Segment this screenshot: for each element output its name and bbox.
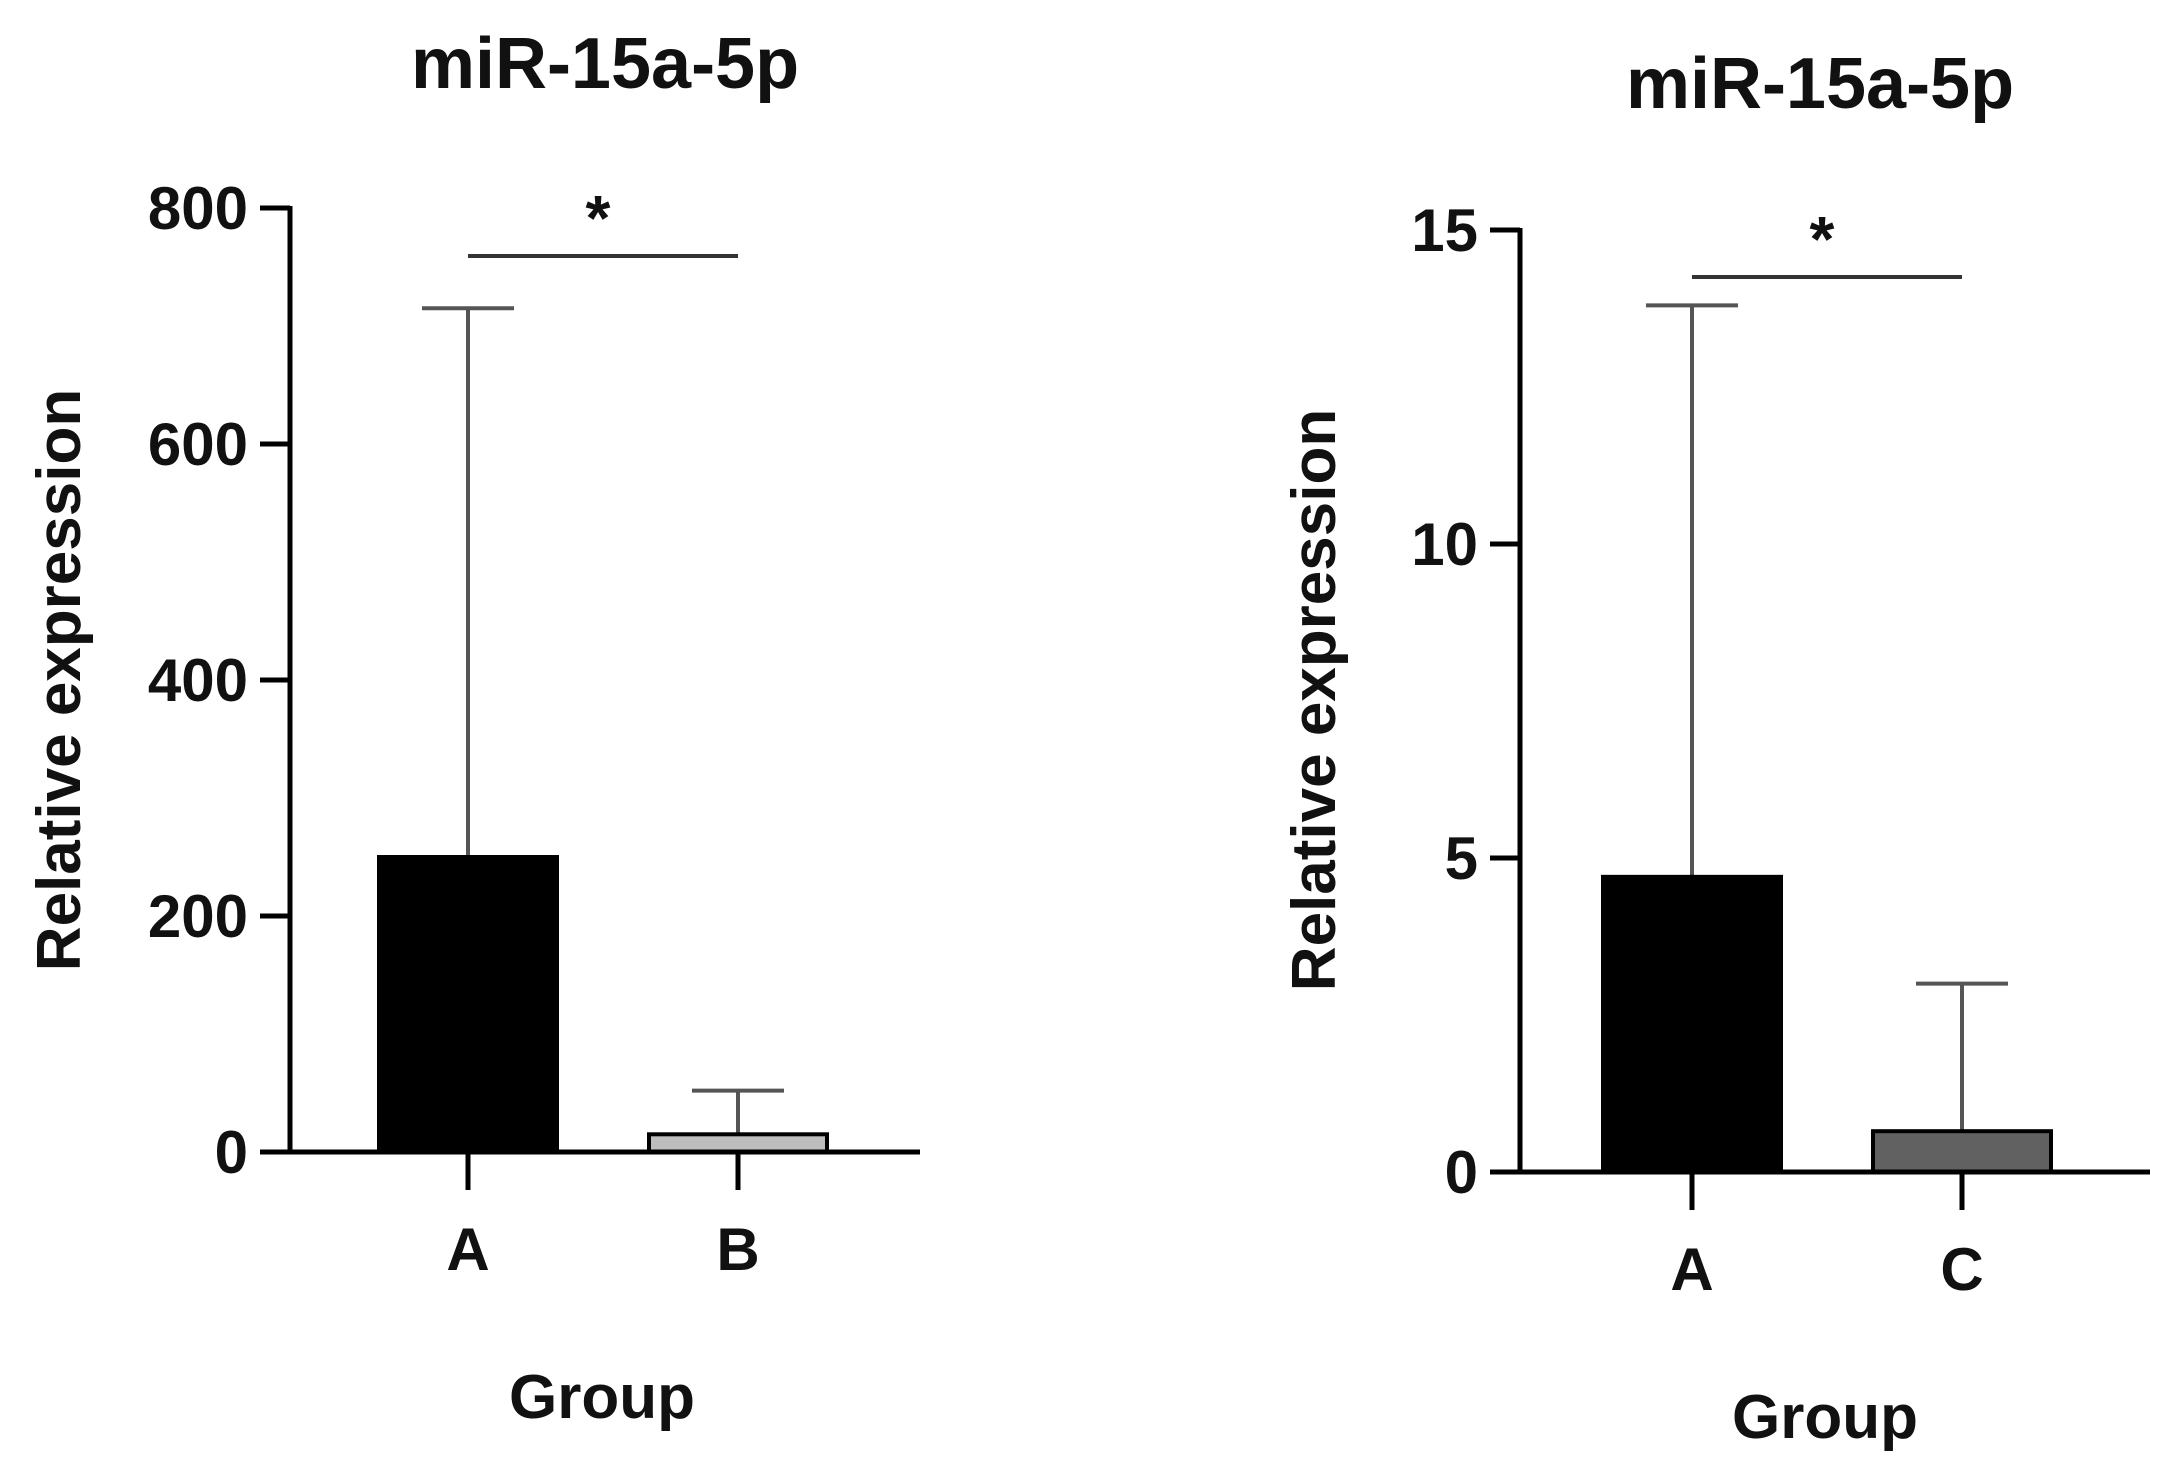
bar-b — [647, 1132, 829, 1155]
plot-area: 0 5 10 15 A C * — [1411, 197, 2150, 1303]
x-tick-label: C — [1940, 1236, 1983, 1303]
x-axis-label: Group — [509, 1363, 695, 1432]
significance-star: * — [1810, 203, 1835, 275]
y-axis-label: Relative expression — [25, 389, 94, 971]
y-tick-label: 5 — [1445, 825, 1478, 892]
plot-area: 0 200 400 600 800 A B * — [148, 175, 920, 1283]
chart-left: miR-15a-5p Relative expression Group 0 20… — [25, 24, 920, 1432]
y-tick-label: 10 — [1411, 511, 1478, 578]
x-tick-label: A — [446, 1216, 489, 1283]
y-tick-label: 0 — [1445, 1139, 1478, 1206]
y-tick-label: 200 — [148, 883, 248, 950]
bar-c — [1871, 1129, 2053, 1175]
significance-star: * — [586, 182, 611, 254]
x-axis-label: Group — [1732, 1383, 1918, 1452]
chart-title: miR-15a-5p — [1626, 44, 2014, 124]
chart-right: miR-15a-5p Relative expression Group 0 5 1… — [1280, 44, 2150, 1452]
x-tick-label: B — [716, 1216, 759, 1283]
y-tick-label: 600 — [148, 411, 248, 478]
y-tick-label: 0 — [215, 1119, 248, 1186]
y-tick-label: 800 — [148, 175, 248, 242]
y-axis-label: Relative expression — [1280, 409, 1349, 991]
bar-a — [1601, 874, 1783, 1175]
chart-title: miR-15a-5p — [411, 24, 799, 104]
y-tick-label: 400 — [148, 647, 248, 714]
bar-a — [377, 855, 559, 1154]
y-tick-label: 15 — [1411, 197, 1478, 264]
x-tick-label: A — [1670, 1236, 1713, 1303]
